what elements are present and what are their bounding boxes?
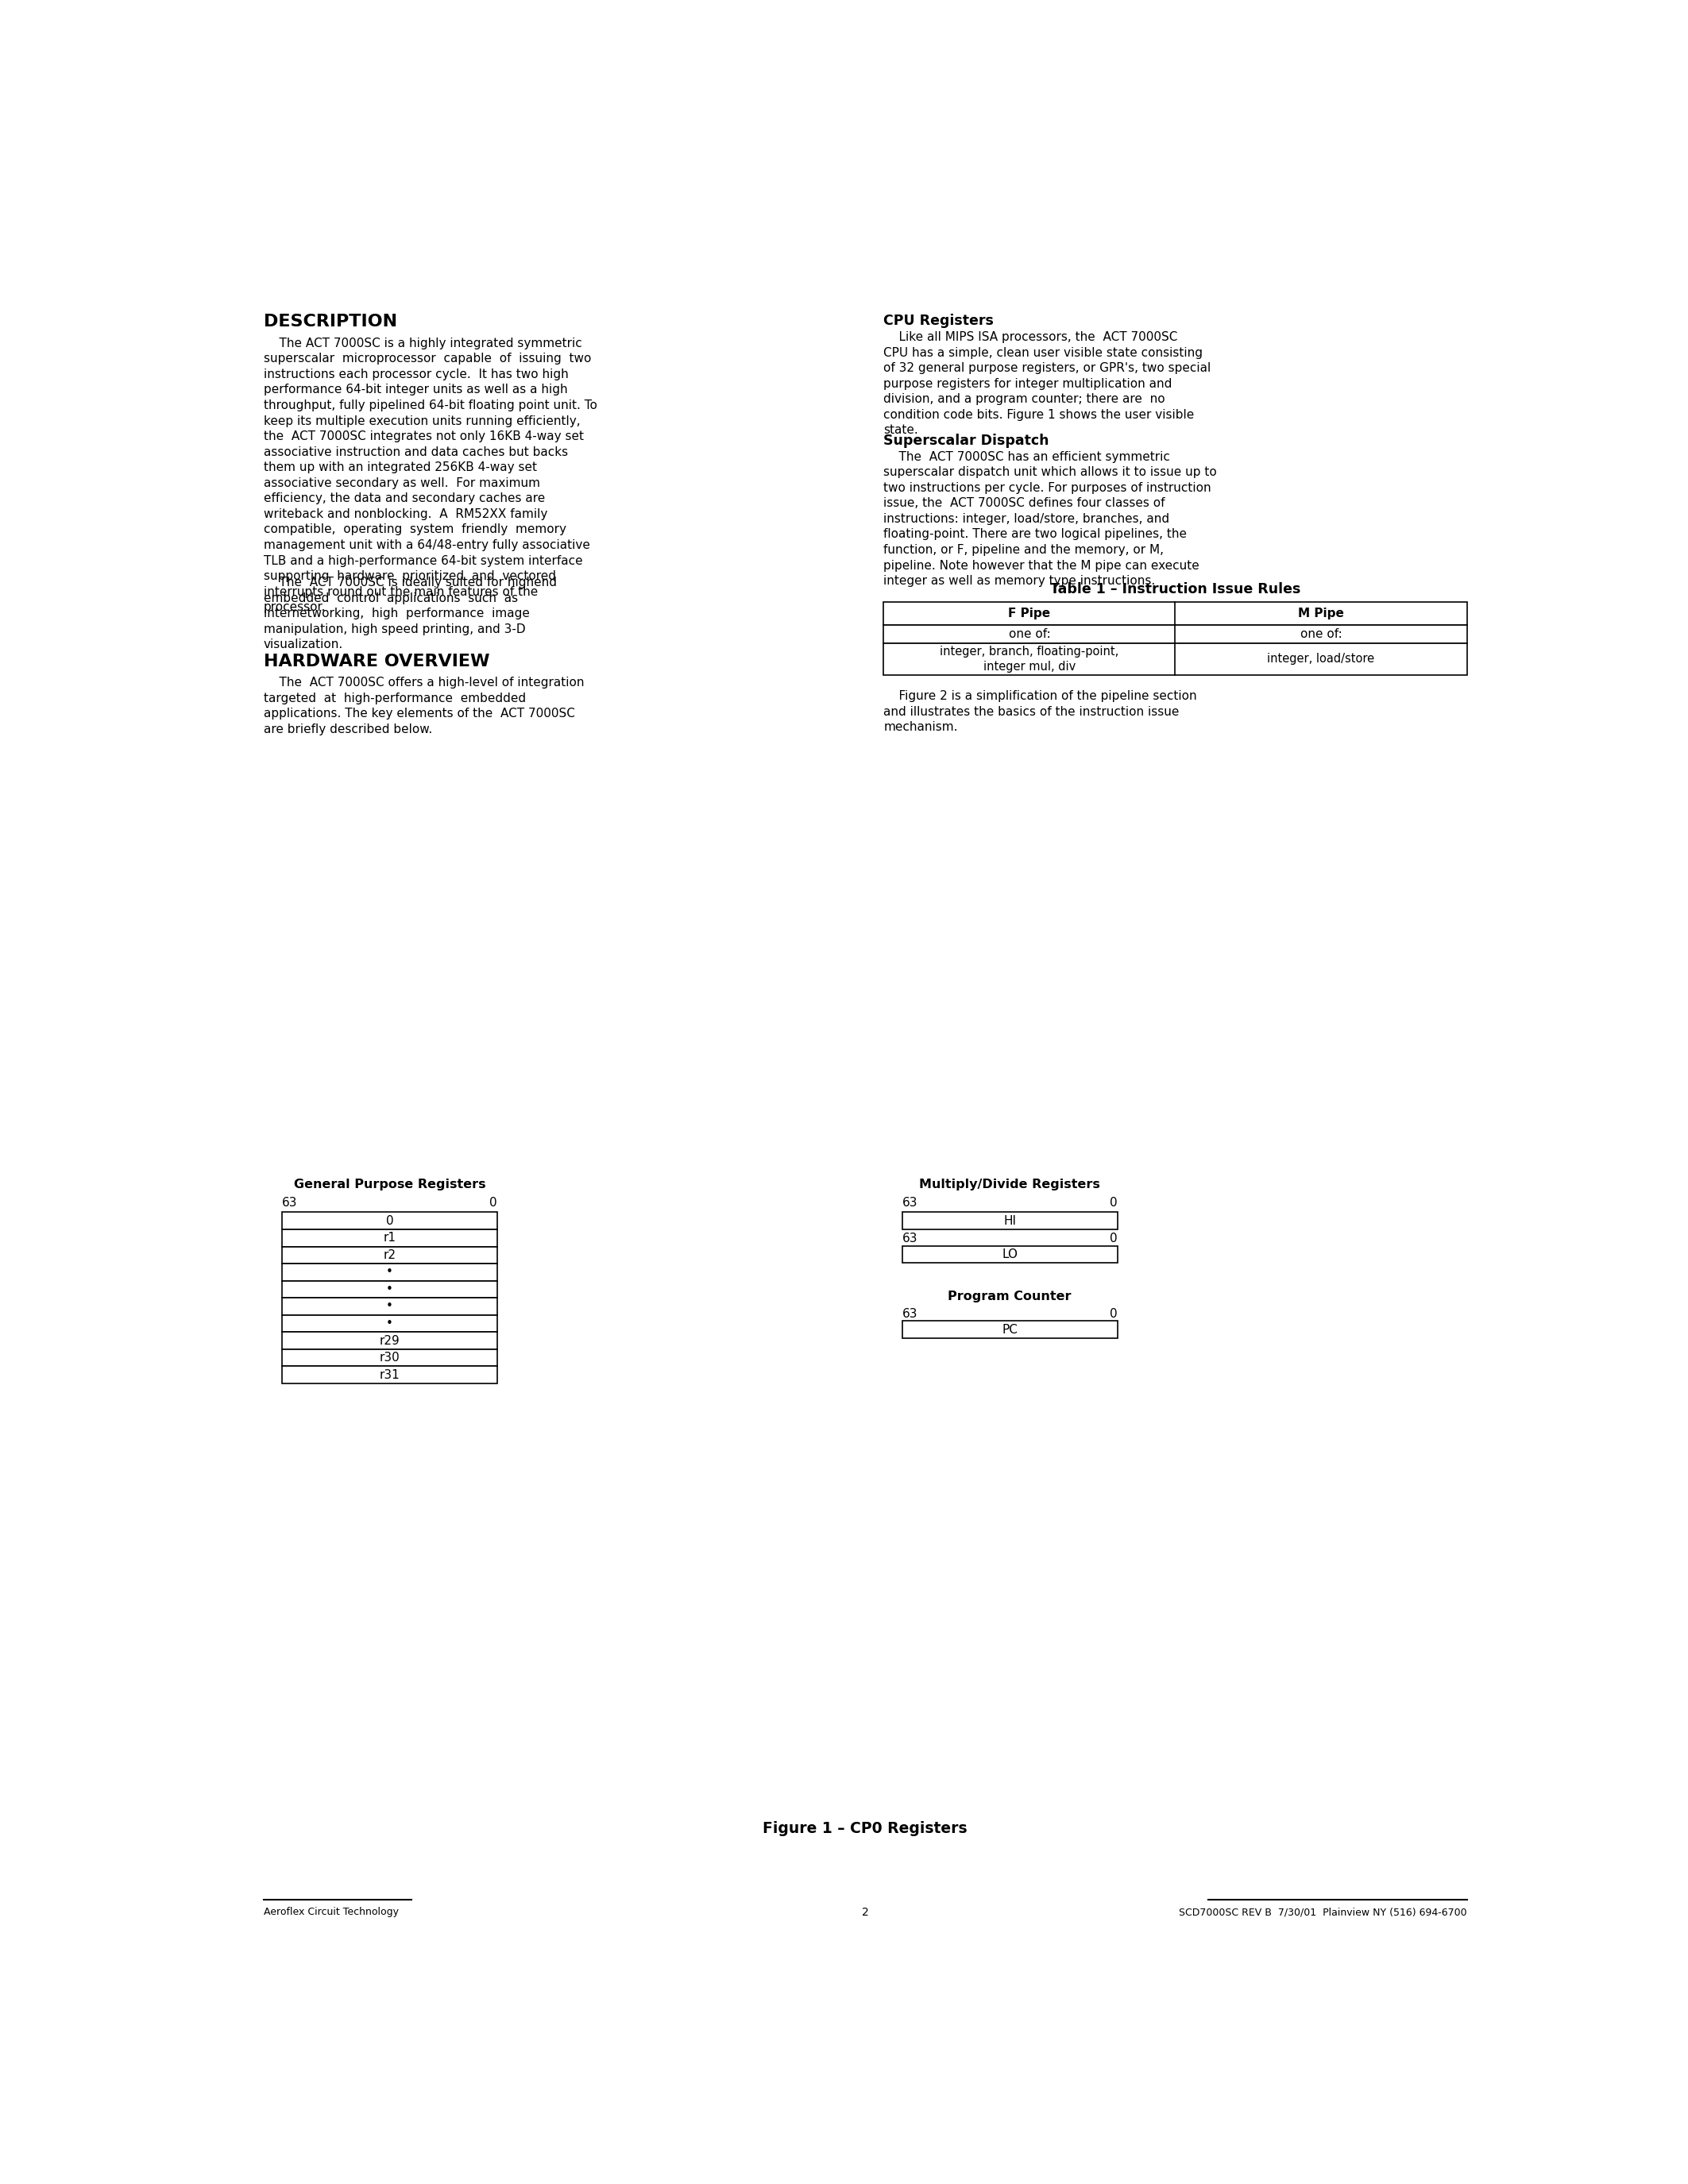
Text: The  ACT 7000SC is ideally suited for highend
embedded  control  applications  s: The ACT 7000SC is ideally suited for hig… [263,577,557,651]
Bar [282,1280,498,1297]
Text: 0: 0 [1111,1232,1117,1245]
Text: Like all MIPS ISA processors, the  ACT 7000SC
CPU has a simple, clean user visib: Like all MIPS ISA processors, the ACT 70… [883,332,1210,437]
Text: The  ACT 7000SC offers a high-level of integration
targeted  at  high-performanc: The ACT 7000SC offers a high-level of in… [263,677,584,736]
Text: r1: r1 [383,1232,397,1245]
Text: 2: 2 [861,1907,869,1918]
Text: Program Counter: Program Counter [949,1291,1072,1302]
Text: Aeroflex Circuit Technology: Aeroflex Circuit Technology [263,1907,398,1918]
Text: r31: r31 [380,1369,400,1380]
Text: The  ACT 7000SC has an efficient symmetric
superscalar dispatch unit which allow: The ACT 7000SC has an efficient symmetri… [883,450,1217,587]
Text: F Pipe: F Pipe [1008,607,1050,620]
Text: •: • [387,1284,393,1295]
Text: 0: 0 [385,1214,393,1227]
Bar [883,625,1467,644]
Bar [883,644,1467,675]
Text: HI: HI [1003,1214,1016,1227]
Bar [282,1332,498,1350]
Text: 0: 0 [490,1197,498,1210]
Bar [282,1350,498,1367]
Text: The ACT 7000SC is a highly integrated symmetric
superscalar  microprocessor  cap: The ACT 7000SC is a highly integrated sy… [263,336,598,614]
Bar [901,1245,1117,1262]
Text: 0: 0 [1111,1308,1117,1319]
Text: LO: LO [1003,1249,1018,1260]
Bar [901,1212,1117,1230]
Text: •: • [387,1267,393,1278]
Text: •: • [387,1317,393,1330]
Bar [282,1212,498,1230]
Text: DESCRIPTION: DESCRIPTION [263,314,397,330]
Text: integer, load/store: integer, load/store [1268,653,1374,666]
Bar [282,1247,498,1265]
Text: one of:: one of: [1300,629,1342,640]
Bar [883,601,1467,625]
Bar [282,1230,498,1247]
Text: Figure 1 – CP0 Registers: Figure 1 – CP0 Registers [763,1821,967,1837]
Text: integer, branch, floating-point,
integer mul, div: integer, branch, floating-point, integer… [940,646,1119,673]
Text: PC: PC [1003,1324,1018,1337]
Text: r29: r29 [380,1334,400,1348]
Text: 63: 63 [901,1232,918,1245]
Text: Figure 2 is a simplification of the pipeline section
and illustrates the basics : Figure 2 is a simplification of the pipe… [883,690,1197,734]
Bar [282,1315,498,1332]
Text: 63: 63 [282,1197,297,1210]
Text: Superscalar Dispatch: Superscalar Dispatch [883,435,1050,448]
Text: CPU Registers: CPU Registers [883,314,994,328]
Text: HARDWARE OVERVIEW: HARDWARE OVERVIEW [263,653,490,668]
Bar [901,1321,1117,1339]
Text: 63: 63 [901,1308,918,1319]
Text: Table 1 – Instruction Issue Rules: Table 1 – Instruction Issue Rules [1050,583,1300,596]
Text: M Pipe: M Pipe [1298,607,1344,620]
Text: r2: r2 [383,1249,397,1260]
Text: one of:: one of: [1008,629,1050,640]
Bar [282,1367,498,1382]
Text: SCD7000SC REV B  7/30/01  Plainview NY (516) 694-6700: SCD7000SC REV B 7/30/01 Plainview NY (51… [1178,1907,1467,1918]
Text: 63: 63 [901,1197,918,1210]
Text: r30: r30 [380,1352,400,1363]
Text: 0: 0 [1111,1197,1117,1210]
Bar [282,1265,498,1280]
Text: Multiply/Divide Registers: Multiply/Divide Registers [920,1179,1101,1190]
Text: •: • [387,1299,393,1313]
Bar [282,1297,498,1315]
Text: General Purpose Registers: General Purpose Registers [294,1179,486,1190]
